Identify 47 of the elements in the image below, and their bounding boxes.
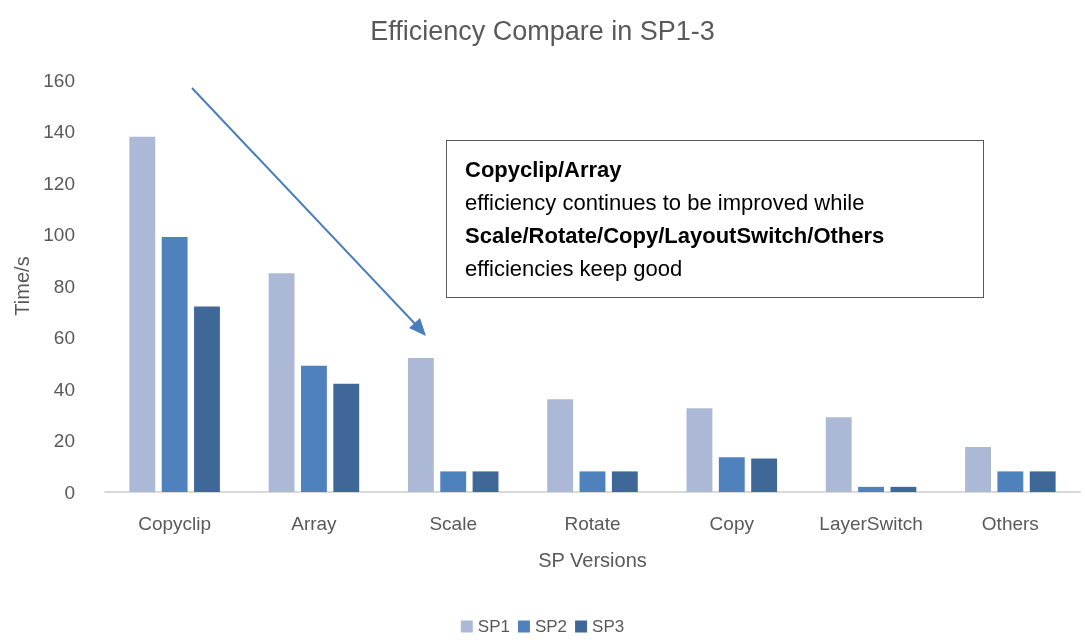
bar: [1029, 471, 1056, 492]
annotation: Scale/Rotate/Copy/LayoutSwitch/Others: [465, 222, 886, 250]
legend-label: SP3: [592, 617, 625, 636]
bar: [194, 306, 220, 492]
bar: [997, 471, 1024, 492]
bar: [858, 486, 885, 492]
x-tick-label: Copyclip: [138, 513, 212, 534]
x-tick-label: Array: [291, 513, 338, 534]
y-tick-label: 80: [53, 275, 75, 297]
x-axis-title: SP Versions: [538, 549, 647, 571]
annotation: efficiencies keep good: [465, 255, 684, 283]
x-tick-label: Copy: [709, 513, 755, 534]
bar: [890, 486, 917, 492]
y-tick-label: 100: [43, 224, 75, 245]
y-tick-label: 140: [43, 121, 75, 142]
y-tick-label: 0: [64, 481, 75, 503]
bar: [129, 136, 156, 492]
bar: [579, 471, 606, 492]
bar: [407, 358, 434, 492]
bar: [161, 237, 188, 492]
chart-title: Efficiency Compare in SP1-3: [370, 15, 715, 46]
y-tick-label: 40: [53, 378, 75, 400]
y-tick-label: 120: [43, 172, 75, 194]
annotation: efficiency continues to be improved while: [465, 189, 866, 217]
y-tick-label: 20: [53, 430, 75, 451]
bar: [333, 383, 360, 492]
bar: [440, 471, 467, 492]
x-tick-label: Rotate: [564, 513, 621, 534]
bar: [825, 417, 852, 492]
bar: [965, 446, 991, 492]
y-tick-label: 160: [43, 69, 75, 91]
bar: [300, 365, 327, 492]
bar: [472, 471, 499, 492]
bar: [611, 471, 638, 492]
y-axis-title: Time/s: [11, 256, 34, 316]
bar: [751, 458, 778, 492]
x-tick-label: Others: [981, 513, 1039, 534]
bar: [268, 273, 295, 492]
legend-label: SP2: [534, 617, 568, 636]
y-tick-label: 60: [53, 327, 75, 348]
bar: [686, 408, 713, 492]
annotation: Copyclip/Array: [465, 156, 623, 184]
bar: [718, 457, 745, 492]
bar: [547, 399, 574, 492]
x-tick-label: Scale: [429, 513, 477, 534]
legend-label: SP1: [477, 617, 510, 636]
x-tick-label: LayerSwitch: [819, 513, 923, 534]
